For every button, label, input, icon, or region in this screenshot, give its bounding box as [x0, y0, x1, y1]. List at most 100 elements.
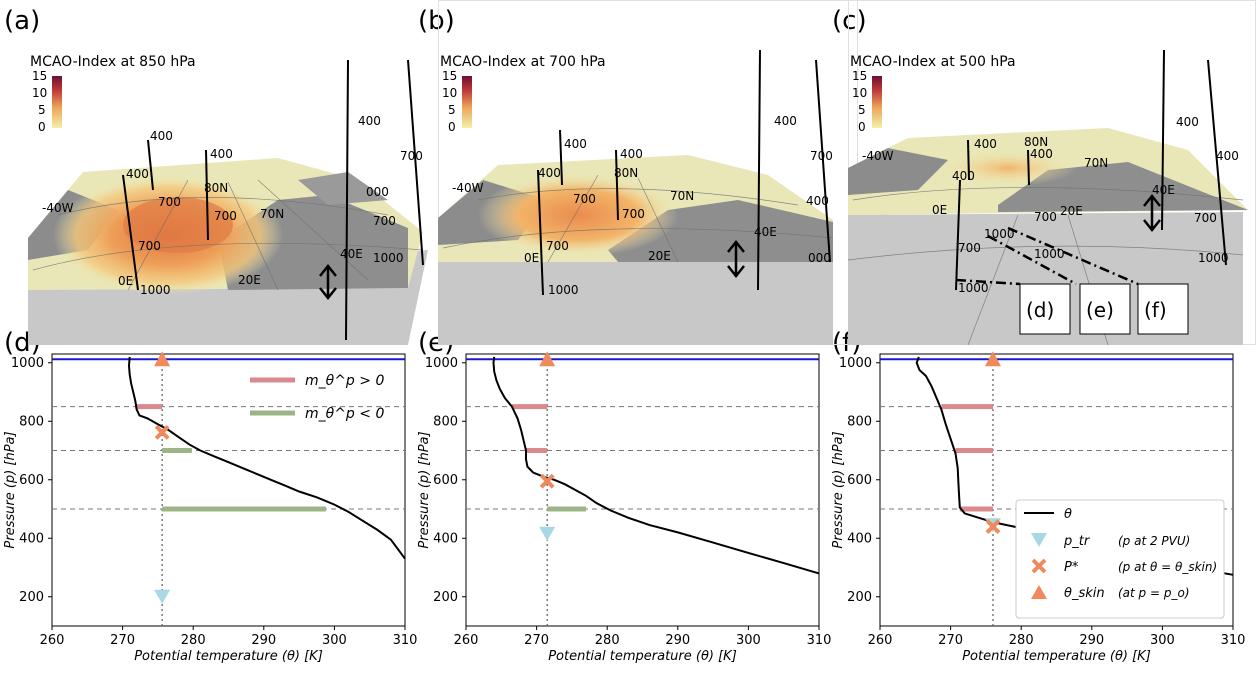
map-b-cbar-5: 5: [448, 103, 456, 117]
x-tick-label-310: 310: [807, 633, 832, 648]
map-b-double-arrow: [727, 239, 745, 279]
map-c-cbar-15: 15: [852, 69, 867, 83]
mp-legend-negative-label: m_θ^p < 0: [305, 406, 384, 422]
map-c-p1000c: 1000: [958, 281, 989, 295]
main-legend-box: [1015, 499, 1225, 619]
x-axis-label: Potential temperature (θ) [K]: [962, 649, 1151, 664]
y-tick-label-200: 200: [433, 590, 458, 605]
map-c-p400e: 400: [1216, 149, 1239, 163]
y-tick-label-1000: 1000: [425, 356, 458, 371]
legend-pstar-desc: (p at θ = θ_skin): [1118, 560, 1217, 574]
x-tick-label-290: 290: [665, 633, 690, 648]
map-b-lat70: 70N: [670, 189, 694, 203]
legend-thskin-label: θ_skin: [1064, 586, 1105, 601]
map-c-p400a: 400: [974, 137, 997, 151]
map-a-lonw40: -40W: [42, 201, 74, 215]
legend-ptr-label: p_tr: [1063, 534, 1091, 549]
profile-plot-e: 260 270 280 290 300 310 200 400 600 800 1000 Potent…: [414, 350, 834, 678]
map-panel-a: 15 10 5 0 MCAO-Index at 850 hPa 400 400 …: [28, 0, 448, 345]
x-tick-label-280: 280: [181, 633, 206, 648]
y-tick-label-1000: 1000: [839, 356, 872, 371]
pstar-stroke-b: [539, 473, 555, 489]
map-b-svg: MCAO-Index at 700 hPa 15 10 5 0 400 400 …: [438, 0, 858, 345]
map-a-heat-core: [123, 197, 233, 253]
map-a-lon40: 40E: [340, 247, 363, 261]
map-a-p700b: 700: [214, 209, 237, 223]
legend-pstar-stroke-b: [1031, 558, 1047, 574]
map-c-p1000d: 1000: [1198, 251, 1229, 265]
x-tick-label-280: 280: [595, 633, 620, 648]
map-b-cbar-10: 10: [442, 86, 457, 100]
map-c-p700a: 700: [1034, 210, 1057, 224]
map-a-cbar-10: 10: [32, 86, 47, 100]
map-c-title: MCAO-Index at 500 hPa: [850, 54, 1016, 70]
x-tick-label-290: 290: [1079, 633, 1104, 648]
x-tick-label-290: 290: [251, 633, 276, 648]
map-a-double-arrow: [319, 263, 337, 301]
map-c-lon40: 40E: [1152, 183, 1175, 197]
y-tick-label-400: 400: [19, 531, 44, 546]
plot-e-svg: 260 270 280 290 300 310 200 400 600 800 1000 Potent…: [417, 351, 832, 664]
map-b-p400d: 400: [774, 114, 797, 128]
map-c-p400d: 400: [1176, 115, 1199, 129]
legend-skin-swatch: [1031, 585, 1047, 599]
y-axis-label: Pressure (p) [hPa]: [3, 431, 18, 548]
map-a-p700e: 700: [373, 214, 396, 228]
map-b-p1000c: 000: [808, 251, 831, 265]
map-c-box-e: (e): [1086, 298, 1114, 322]
map-c-double-arrow: [1143, 193, 1161, 233]
map-b-title: MCAO-Index at 700 hPa: [440, 54, 606, 70]
map-a-p400c: 400: [126, 167, 149, 181]
y-tick-label-200: 200: [847, 590, 872, 605]
ptr-marker: [154, 589, 171, 604]
mp-legend-positive-label: m_θ^p > 0: [305, 373, 384, 389]
panel-label-c: (c): [832, 6, 867, 36]
map-c-p1000b: 1000: [1034, 247, 1065, 261]
x-tick-label-300: 300: [1150, 633, 1175, 648]
map-a-land-gray2: [298, 172, 388, 205]
x-tick-label-270: 270: [524, 633, 549, 648]
map-c-lon0: 0E: [932, 203, 947, 217]
y-tick-label-400: 400: [847, 531, 872, 546]
map-a-title: MCAO-Index at 850 hPa: [30, 54, 196, 70]
pstar-marker: [985, 519, 1001, 534]
map-b-lon0: 0E: [524, 251, 539, 265]
legend-ptr-swatch: [1031, 533, 1047, 547]
panel-label-b: (b): [418, 6, 455, 36]
map-a-lon20: 20E: [238, 273, 261, 287]
map-panel-b: MCAO-Index at 700 hPa 15 10 5 0 400 400 …: [438, 0, 858, 345]
y-tick-label-800: 800: [433, 414, 458, 429]
map-a-cbar-0: 0: [38, 120, 46, 134]
mp-legend: m_θ^p > 0 m_θ^p < 0: [250, 373, 384, 422]
x-axis-label: Potential temperature (θ) [K]: [548, 649, 737, 664]
map-a-cbar-5: 5: [38, 103, 46, 117]
y-tick-label-600: 600: [847, 473, 872, 488]
map-c-lon20: 20E: [1060, 204, 1083, 218]
map-a-colorbar: [52, 76, 62, 128]
plot-frame: [51, 353, 406, 627]
y-tick-label-1000: 1000: [11, 356, 44, 371]
map-c-heat: [938, 150, 1078, 186]
map-c-box-d: (d): [1026, 298, 1054, 322]
profile-plot-f: 260 270 280 290 300 310 200 400 600 800 1000 Potent…: [828, 350, 1248, 678]
map-b-p400a: 400: [564, 137, 587, 151]
pstar-stroke-b: [985, 519, 1001, 534]
map-a-lat80: 80N: [204, 181, 228, 195]
ptr-marker: [539, 526, 556, 541]
map-b-p700c: 700: [546, 239, 569, 253]
map-c-lat80: 80N: [1024, 135, 1048, 149]
pstar-marker: [539, 473, 555, 489]
map-c-p700b: 700: [958, 241, 981, 255]
x-tick-label-310: 310: [393, 633, 418, 648]
map-b-p700b: 700: [622, 207, 645, 221]
legend-ptr-desc: (p at 2 PVU): [1118, 534, 1190, 548]
plot-f-svg: 260 270 280 290 300 310 200 400 600 800 1000 Potent…: [831, 351, 1245, 664]
map-b-lat80: 80N: [614, 166, 638, 180]
panel-label-a: (a): [4, 6, 41, 36]
map-a-p400b: 400: [210, 147, 233, 161]
legend-pstar-label: P*: [1064, 560, 1079, 575]
map-c-cbar-0: 0: [858, 120, 866, 134]
map-c-colorbar: [872, 76, 882, 128]
theta-profile-line: [127, 356, 406, 560]
x-tick-label-280: 280: [1009, 633, 1034, 648]
